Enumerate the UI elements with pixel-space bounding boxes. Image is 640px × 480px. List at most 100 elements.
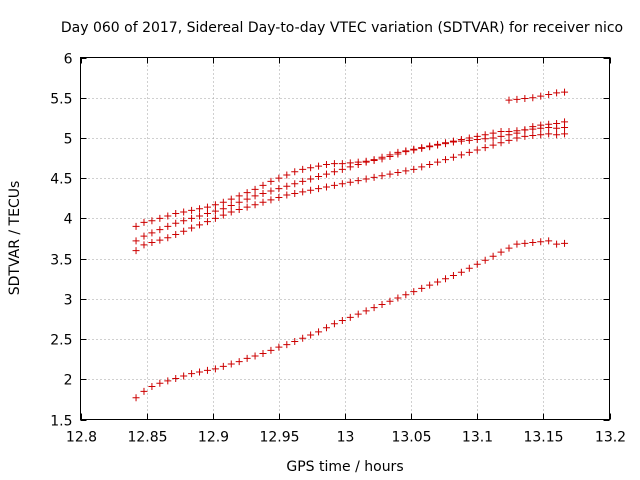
data-point: [148, 239, 156, 247]
data-point: [299, 177, 307, 185]
chart-title: Day 060 of 2017, Sidereal Day-to-day VTE…: [61, 20, 623, 36]
data-point: [172, 374, 180, 382]
data-point: [537, 238, 545, 246]
data-point: [561, 118, 569, 126]
data-point: [148, 229, 156, 237]
data-point: [291, 168, 299, 176]
x-tick-labels: 12.8 12.85 12.9 12.95 13 13.05 13.1 13.15 13.2: [66, 430, 626, 446]
data-point: [529, 94, 537, 102]
data-point: [402, 291, 410, 299]
data-point: [442, 275, 450, 283]
data-point: [196, 212, 204, 220]
data-point: [418, 163, 426, 171]
data-point: [132, 247, 140, 255]
data-point: [219, 198, 227, 206]
y-tick-label: 5: [64, 132, 73, 148]
data-point: [235, 198, 243, 206]
data-point: [235, 192, 243, 200]
data-point: [346, 313, 354, 321]
data-point: [354, 310, 362, 318]
data-point: [315, 328, 323, 336]
data-point: [307, 175, 315, 183]
data-point: [307, 164, 315, 172]
data-point: [299, 188, 307, 196]
data-point: [243, 195, 251, 203]
data-point: [497, 132, 505, 140]
data-point: [553, 240, 561, 248]
y-tick-label: 4: [64, 212, 73, 228]
data-point: [521, 95, 529, 103]
data-point: [330, 160, 338, 168]
data-point: [442, 140, 450, 148]
data-point: [434, 158, 442, 166]
data-point: [489, 141, 497, 149]
data-point: [315, 173, 323, 181]
x-axis-label: GPS time / hours: [286, 459, 403, 475]
data-point: [243, 189, 251, 197]
data-point: [172, 210, 180, 218]
x-tick-label: 12.9: [198, 430, 229, 446]
data-point: [481, 256, 489, 264]
data-point: [291, 180, 299, 188]
data-point: [227, 202, 235, 210]
data-point: [473, 136, 481, 144]
data-point: [473, 146, 481, 154]
data-point: [330, 168, 338, 176]
x-tick-label: 13: [337, 430, 355, 446]
data-point: [457, 151, 465, 159]
data-point: [291, 337, 299, 345]
data-point: [497, 139, 505, 147]
data-point: [410, 146, 418, 154]
data-point: [370, 304, 378, 312]
data-point: [362, 175, 370, 183]
data-point: [449, 153, 457, 161]
data-point: [251, 185, 259, 193]
data-point: [338, 317, 346, 325]
data-point: [489, 134, 497, 142]
data-point: [346, 159, 354, 167]
data-point: [537, 92, 545, 100]
x-tick-label: 13.15: [523, 430, 563, 446]
data-point: [219, 211, 227, 219]
data-point: [553, 131, 561, 139]
data-point: [164, 377, 172, 385]
data-point: [188, 214, 196, 222]
data-point: [140, 387, 148, 395]
data-point: [449, 138, 457, 146]
data-point: [378, 300, 386, 308]
data-point: [402, 167, 410, 175]
series-track-5: [505, 88, 569, 104]
data-point: [330, 320, 338, 328]
data-point: [553, 89, 561, 97]
data-point: [196, 221, 204, 229]
data-point: [180, 208, 188, 216]
series-track-1: [132, 237, 569, 402]
data-point: [505, 96, 513, 104]
data-point: [378, 155, 386, 163]
data-point: [370, 156, 378, 164]
data-point: [211, 207, 219, 215]
data-point: [481, 135, 489, 143]
data-point: [537, 121, 545, 129]
data-point: [497, 248, 505, 256]
y-tick-label: 3: [64, 293, 73, 309]
data-point: [545, 91, 553, 99]
data-point: [148, 383, 156, 391]
data-point: [267, 187, 275, 195]
data-point: [529, 239, 537, 247]
data-point: [354, 158, 362, 166]
data-point: [315, 185, 323, 193]
data-point: [378, 172, 386, 180]
data-point: [140, 232, 148, 240]
data-point: [243, 354, 251, 362]
data-point: [330, 181, 338, 189]
data-point: [275, 193, 283, 201]
data-point: [561, 130, 569, 138]
y-tick-labels: 1.5 2 2.5 3 3.5 4 4.5 5 5.5 6: [50, 52, 72, 430]
y-tick-label: 2.5: [50, 333, 72, 349]
data-point: [259, 189, 267, 197]
y-tick-label: 3.5: [50, 253, 72, 269]
data-point: [172, 219, 180, 227]
